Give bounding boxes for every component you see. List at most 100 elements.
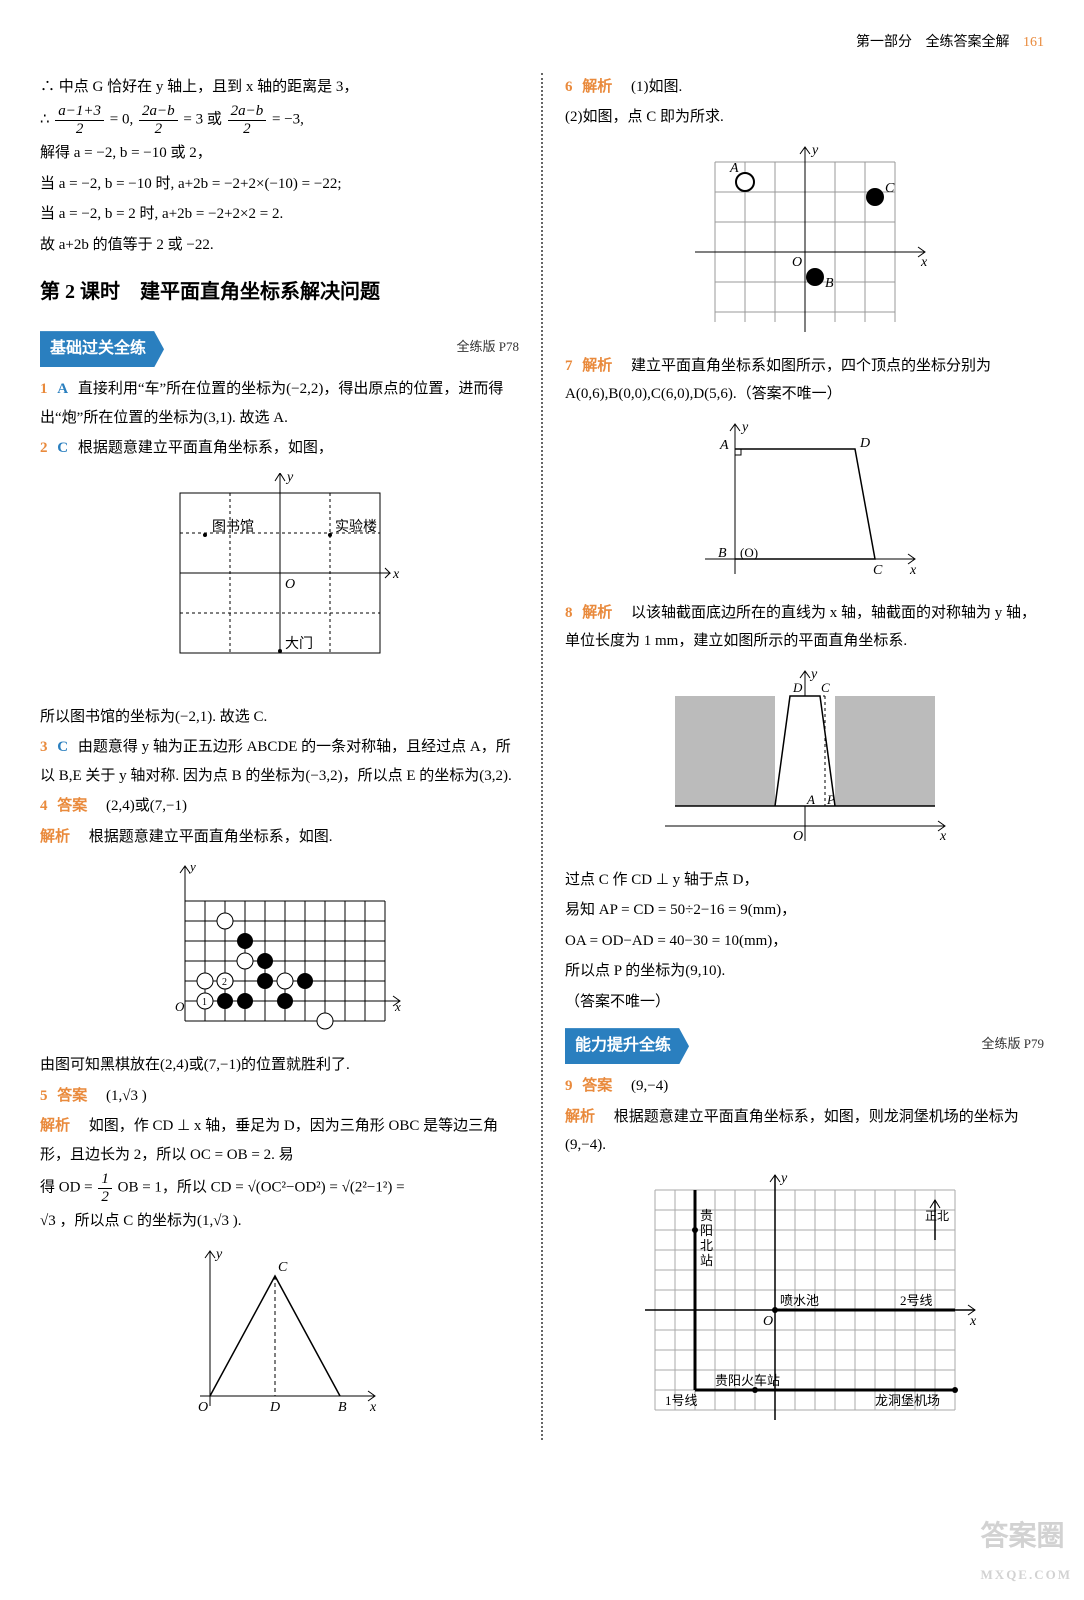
svg-text:B: B [718,546,727,561]
svg-text:x: x [939,829,947,844]
svg-text:站: 站 [700,1253,713,1268]
section-banner-skill: 能力提升全练 [565,1028,689,1064]
svg-text:y: y [809,667,818,682]
q-answer-choice: A [57,381,68,397]
answer-label: 答案 [57,1088,87,1104]
q9-figure: 贵 阳 北 站 喷水池 2号线 贵阳火车站 1号线 龙洞堡机场 O x y 正北 [565,1170,1044,1430]
q4-answer-value: (2,4)或(7,−1) [106,798,187,814]
q4-answer: 4 答案 (2,4)或(7,−1) [40,792,519,821]
watermark: 答案圈 MXQE.COM [981,1510,1072,1588]
q5-figure: O D B C x y [40,1246,519,1416]
svg-text:y: y [214,1247,223,1262]
svg-text:O: O [793,829,803,844]
lesson-heading: 第 2 课时 建平面直角坐标系解决问题 [40,273,519,311]
svg-text:喷水池: 喷水池 [780,1293,819,1308]
svg-text:大门: 大门 [285,636,313,652]
q-number: 6 [565,79,573,95]
q5-answer-value: (1,√3 ) [106,1088,147,1104]
svg-text:O: O [285,577,295,592]
q8-figure: D C A P O x y [565,666,1044,856]
q8-line: 过点 C 作 CD ⊥ y 轴于点 D， [565,866,1044,895]
q-number: 8 [565,605,573,621]
svg-text:D: D [792,680,803,695]
svg-text:图书馆: 图书馆 [212,519,254,535]
q4-explain: 解析 根据题意建立平面直角坐标系，如图. [40,823,519,852]
q-number: 4 [40,798,48,814]
intro-line: ∴ 中点 G 恰好在 y 轴上，且到 x 轴的距离是 3， [40,73,519,102]
q6: 6 解析 (1)如图. [565,73,1044,102]
q-answer-choice: C [57,739,68,755]
svg-text:(O): (O) [740,545,758,560]
svg-text:D: D [859,436,870,451]
svg-text:C: C [278,1260,288,1275]
header-section: 第一部分 [856,35,912,50]
two-column-layout: ∴ 中点 G 恰好在 y 轴上，且到 x 轴的距离是 3， ∴ a−1+3 2 … [40,73,1044,1440]
q-number: 5 [40,1088,48,1104]
q4-conclusion: 由图可知黑棋放在(2,4)或(7,−1)的位置就胜利了. [40,1051,519,1080]
explain-label: 解析 [582,605,612,621]
svg-text:龙洞堡机场: 龙洞堡机场 [875,1393,940,1408]
svg-text:O: O [175,999,185,1014]
svg-text:O: O [763,1314,773,1329]
q8-line: （答案不唯一） [565,988,1044,1017]
svg-text:阳: 阳 [700,1223,713,1238]
intro-line: 解得 a = −2, b = −10 或 2， [40,139,519,168]
explain-label: 解析 [40,1118,70,1134]
q6-figure: A C B O x y [565,142,1044,342]
svg-text:B: B [825,276,834,291]
q5-explain-3: √3 ，所以点 C 的坐标为(1,√3 ). [40,1207,519,1236]
svg-text:C: C [821,680,830,695]
svg-text:A: A [729,161,739,176]
svg-text:2号线: 2号线 [900,1293,933,1308]
svg-text:B: B [338,1400,347,1415]
svg-text:C: C [873,563,883,578]
fraction-half: 1 2 [98,1171,112,1205]
explain-label: 解析 [582,79,612,95]
svg-text:A: A [806,792,815,807]
q8-line: OA = OD−AD = 40−30 = 10(mm)， [565,927,1044,956]
svg-text:1号线: 1号线 [665,1393,698,1408]
q1: 1 A 直接利用“车”所在位置的坐标为(−2,2)，得出原点的位置，进而得出“炮… [40,375,519,432]
svg-text:x: x [369,1400,377,1415]
fraction: 2a−b 2 [228,103,267,137]
q2-conclusion: 所以图书馆的坐标为(−2,1). 故选 C. [40,703,519,732]
svg-text:y: y [740,420,749,435]
q-answer-choice: C [57,440,68,456]
intro-line: 当 a = −2, b = −10 时, a+2b = −2+2×(−10) =… [40,170,519,199]
explain-label: 解析 [40,829,70,845]
svg-text:P: P [826,792,835,807]
svg-text:贵阳火车站: 贵阳火车站 [715,1373,780,1388]
svg-text:C: C [885,181,895,196]
intro-line: 故 a+2b 的值等于 2 或 −22. [40,231,519,260]
q5-answer: 5 答案 (1,√3 ) [40,1082,519,1111]
page-header: 第一部分 全练答案全解 161 [40,30,1044,57]
answer-label: 答案 [57,798,87,814]
q3: 3 C 由题意得 y 轴为正五边形 ABCDE 的一条对称轴，且经过点 A，所以… [40,733,519,790]
svg-text:y: y [188,861,196,874]
q9-answer: 9 答案 (9,−4) [565,1072,1044,1101]
header-title: 全练答案全解 [926,35,1010,50]
q8-line: 易知 AP = CD = 50÷2−16 = 9(mm)， [565,896,1044,925]
q2-figure: 图书馆 实验楼 大门 O x y [40,473,519,693]
svg-text:A: A [719,438,729,453]
header-page-number: 161 [1023,35,1044,50]
explain-label: 解析 [582,358,612,374]
column-separator [541,73,543,1440]
q-text: 根据题意建立平面直角坐标系，如图， [78,440,333,456]
svg-text:D: D [269,1400,280,1415]
svg-text:y: y [779,1171,788,1186]
q-number: 9 [565,1078,573,1094]
q-number: 2 [40,440,48,456]
intro-line: ∴ a−1+3 2 = 0, 2a−b 2 = 3 或 2a−b 2 = −3, [40,103,519,137]
left-column: ∴ 中点 G 恰好在 y 轴上，且到 x 轴的距离是 3， ∴ a−1+3 2 … [40,73,537,1440]
svg-text:x: x [909,563,917,578]
svg-text:贵: 贵 [700,1208,713,1223]
q7: 7 解析 建立平面直角坐标系如图所示，四个顶点的坐标分别为 A(0,6),B(0… [565,352,1044,409]
svg-text:1: 1 [202,997,207,1008]
svg-text:x: x [920,255,928,270]
svg-text:实验楼: 实验楼 [335,519,377,535]
answer-label: 答案 [582,1078,612,1094]
svg-text:x: x [969,1314,977,1329]
intro-line: 当 a = −2, b = 2 时, a+2b = −2+2×2 = 2. [40,200,519,229]
svg-text:北: 北 [700,1238,713,1253]
